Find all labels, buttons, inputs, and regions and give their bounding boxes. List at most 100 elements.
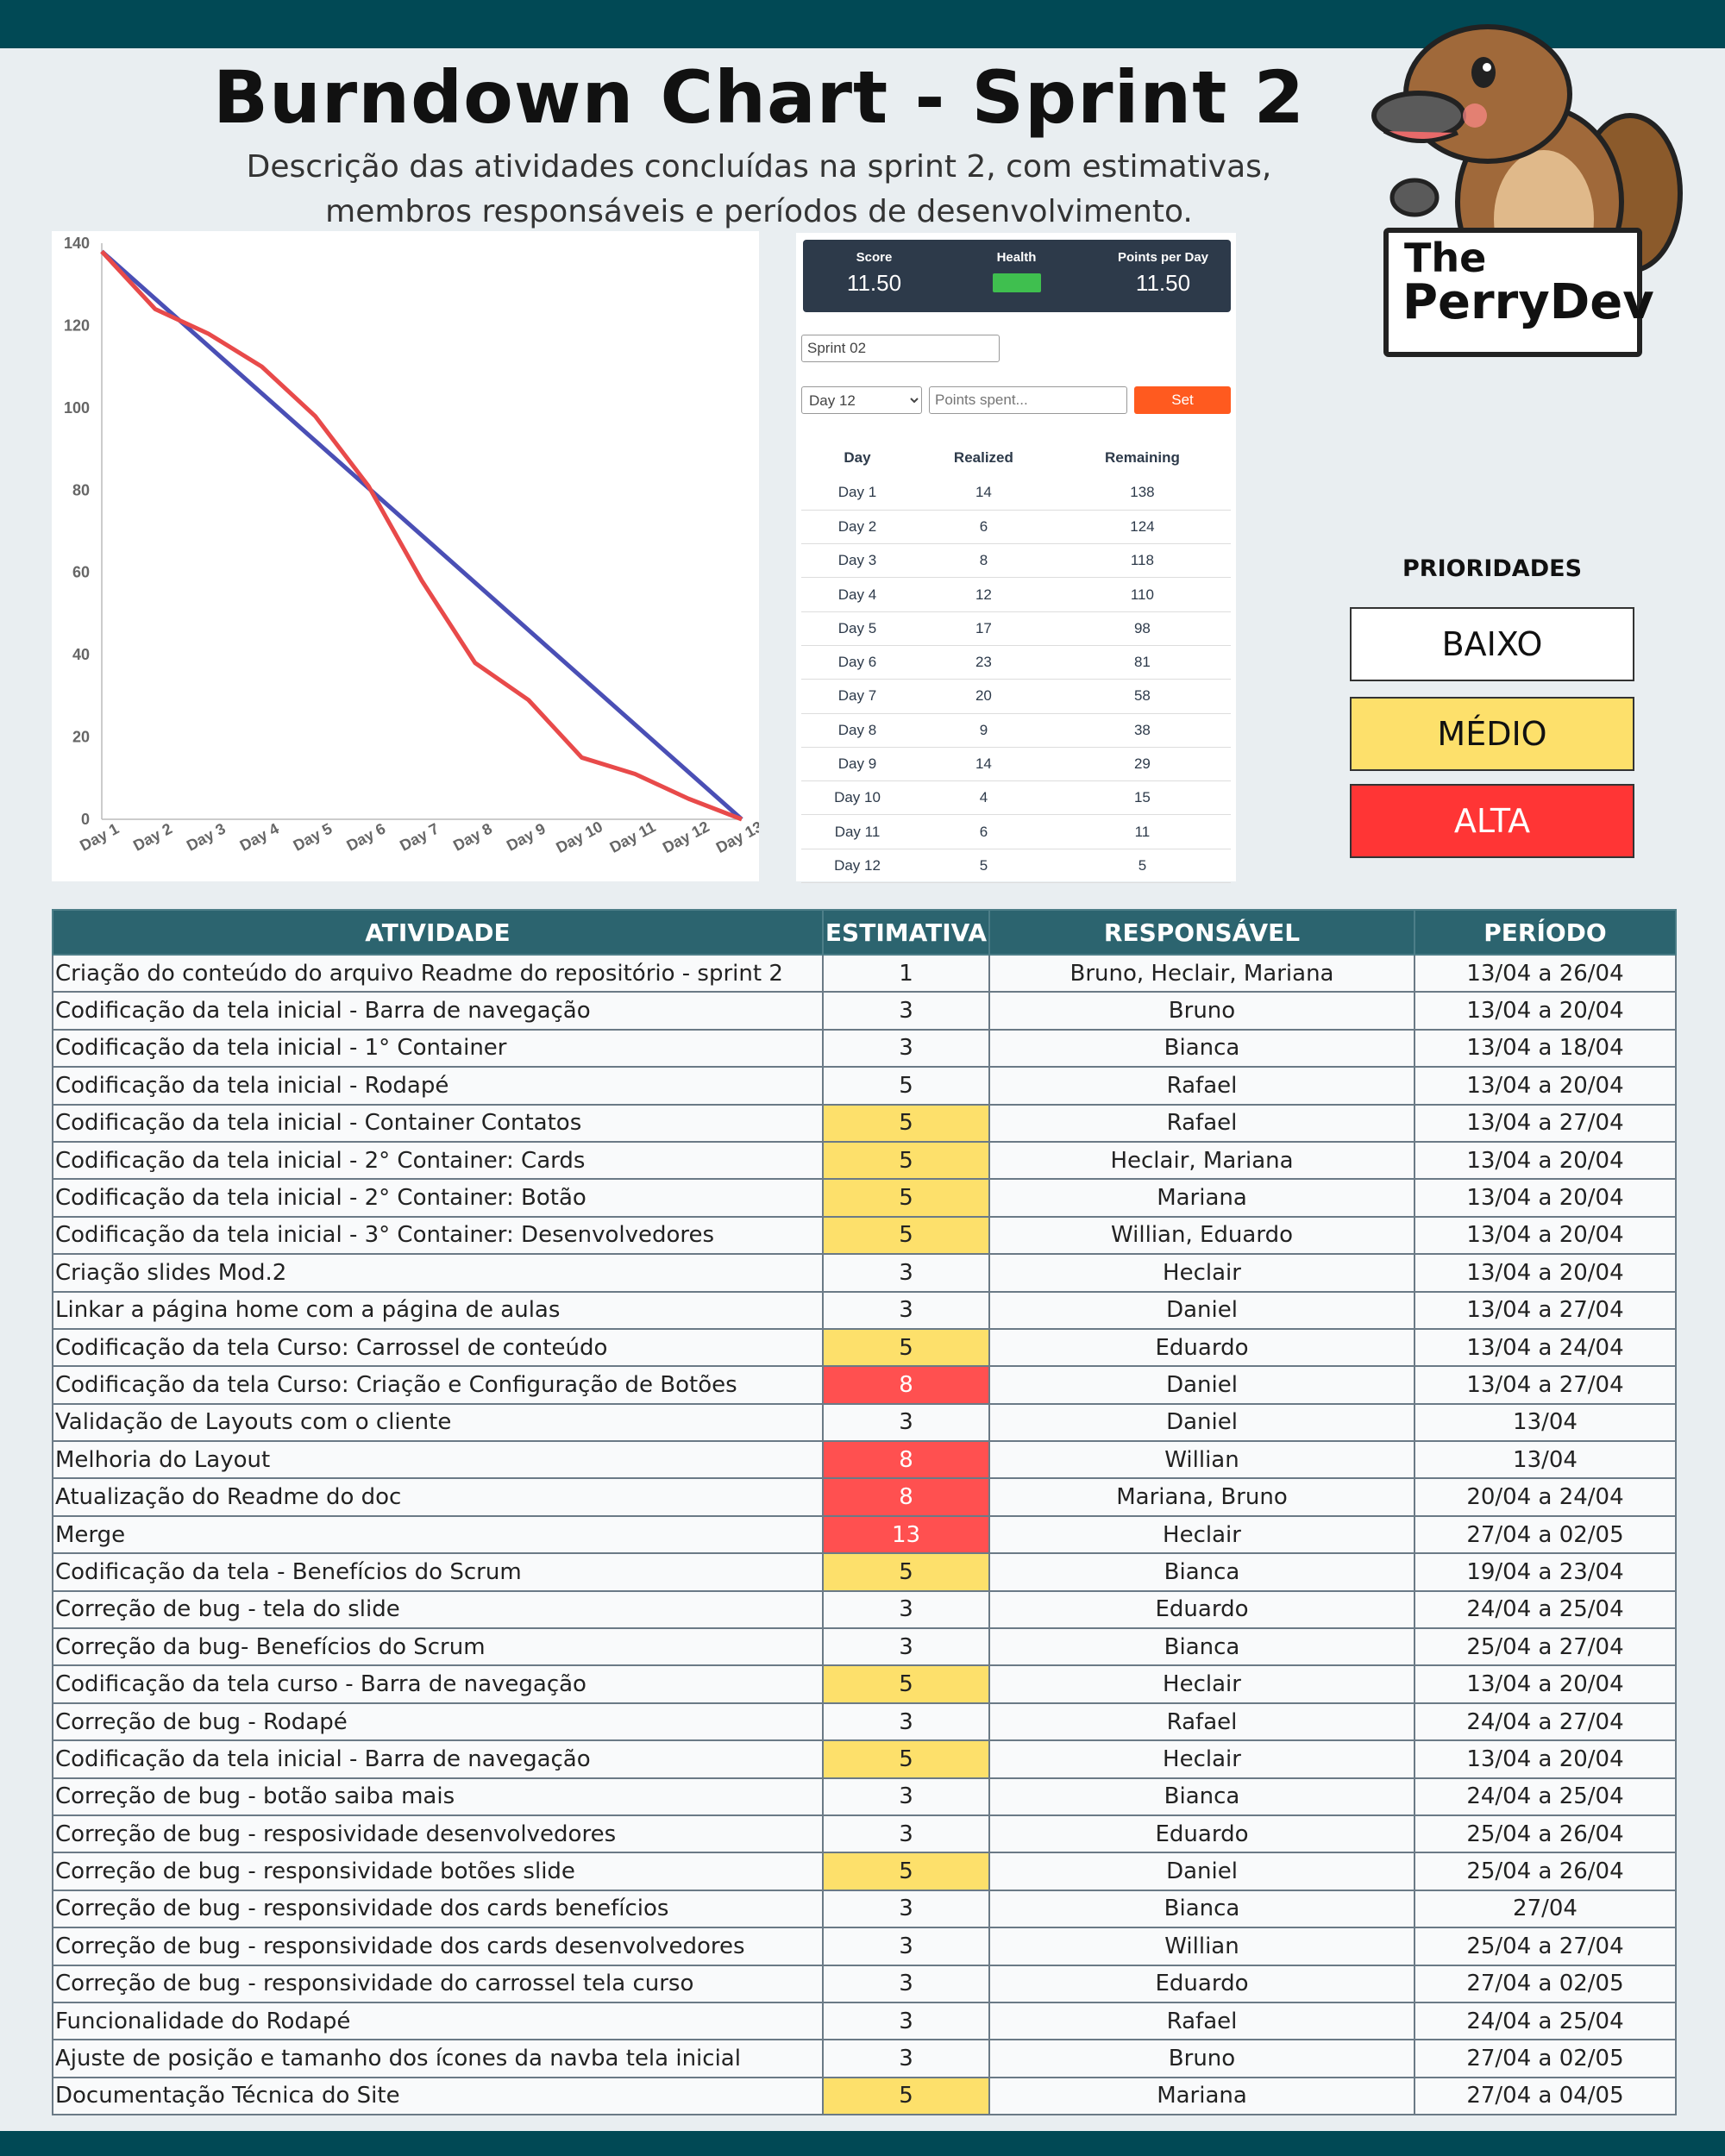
day-table-cell: 124	[1053, 510, 1231, 545]
y-tick-label: 20	[72, 729, 90, 746]
day-table-cell: Day 2	[801, 510, 913, 545]
sprint-name-input[interactable]	[801, 335, 1000, 362]
activity-estimate: 5	[822, 1852, 990, 1891]
activity-period: 13/04 a 24/04	[1414, 1327, 1677, 1368]
activity-owner: Daniel	[988, 1402, 1415, 1443]
day-table-cell: Day 7	[801, 679, 913, 714]
logo-text-the: The	[1404, 235, 1487, 281]
activity-name: Ajuste de posição e tamanho dos ícones d…	[52, 2039, 824, 2078]
activity-row: Validação de Layouts com o cliente 3 Danie…	[52, 1402, 1677, 1443]
activity-name: Codificação da tela inicial - 2° Contain…	[52, 1140, 824, 1181]
activity-estimate: 5	[822, 1178, 990, 1218]
day-table-cell: 9	[913, 713, 1054, 748]
day-table-cell: 11	[1053, 814, 1231, 849]
points-per-day-stat: Points per Day 11.50	[1105, 250, 1221, 297]
activity-period: 24/04 a 25/04	[1414, 1777, 1677, 1816]
activity-name: Correção de bug - responsividade do carr…	[52, 1964, 824, 2003]
activity-row: Codificação da tela inicial - Barra de n…	[52, 991, 1677, 1031]
activity-name: Criação do conteúdo do arquivo Readme do…	[52, 953, 824, 993]
score-stat: Score 11.50	[820, 250, 928, 297]
x-tick-label: Day 12	[660, 818, 712, 856]
activity-owner: Eduardo	[988, 1327, 1415, 1368]
activity-row: Correção da bug- Benefícios do Scrum 3 Bia…	[52, 1627, 1677, 1667]
x-tick-label: Day 4	[237, 820, 282, 855]
activity-period: 25/04 a 26/04	[1414, 1852, 1677, 1891]
day-table-header: Remaining	[1104, 449, 1180, 466]
activity-estimate: 3	[822, 1964, 990, 2003]
activity-name: Codificação da tela inicial - Barra de n…	[52, 991, 824, 1031]
day-table-cell: 14	[913, 476, 1054, 511]
activity-row: Correção de bug - tela do slide 3 Eduardo 2…	[52, 1589, 1677, 1630]
activity-period: 24/04 a 25/04	[1414, 1589, 1677, 1630]
activity-period: 13/04	[1414, 1440, 1677, 1480]
activity-estimate: 5	[822, 2076, 990, 2116]
activity-period: 13/04 a 20/04	[1414, 1739, 1677, 1779]
day-table-row: Day 2 6 124	[801, 510, 1231, 545]
day-table-cell: 58	[1053, 679, 1231, 714]
activity-name: Melhoria do Layout	[52, 1440, 824, 1480]
points-per-day-label: Points per Day	[1117, 250, 1209, 265]
activity-period: 24/04 a 25/04	[1414, 2001, 1677, 2041]
day-table-cell: 5	[913, 849, 1054, 884]
activity-estimate: 3	[822, 1702, 990, 1742]
activity-estimate: 3	[822, 1889, 990, 1929]
activity-name: Codificação da tela inicial - Container …	[52, 1103, 824, 1143]
y-tick-label: 100	[64, 399, 90, 417]
activity-period: 13/04 a 20/04	[1414, 1178, 1677, 1218]
activity-name: Merge	[52, 1514, 824, 1555]
page-title: Burndown Chart - Sprint 2	[212, 55, 1306, 140]
priority-low-badge: BAIXO	[1350, 607, 1634, 681]
day-table-row: Day 8 9 38	[801, 713, 1231, 748]
activity-owner: Bianca	[988, 1552, 1415, 1592]
activity-estimate: 5	[822, 1664, 990, 1704]
day-table-cell: 81	[1053, 645, 1231, 680]
activity-period: 27/04	[1414, 1889, 1677, 1929]
day-select[interactable]: Day 12	[801, 386, 922, 414]
health-indicator	[992, 273, 1041, 292]
activity-estimate: 8	[822, 1477, 990, 1517]
activity-owner: Heclair	[988, 1514, 1415, 1555]
activity-name: Codificação da tela inicial - Barra de n…	[52, 1739, 824, 1779]
points-spent-input[interactable]	[929, 386, 1127, 414]
activity-name: Correção de bug - responsividade botões …	[52, 1852, 824, 1891]
burndown-app-panel: Score 11.50 Health Points per Day 11.50 …	[796, 233, 1236, 884]
score-label: Score	[856, 250, 893, 265]
activities-table-header: ESTIMATIVA	[822, 909, 990, 956]
activity-owner: Eduardo	[988, 1964, 1415, 2003]
day-table-cell: Day 11	[801, 814, 913, 849]
day-table-cell: Day 9	[801, 747, 913, 782]
set-button[interactable]: Set	[1134, 386, 1231, 414]
activity-owner: Rafael	[988, 1066, 1415, 1106]
activity-period: 19/04 a 23/04	[1414, 1552, 1677, 1592]
activity-name: Criação slides Mod.2	[52, 1253, 824, 1293]
activity-owner: Rafael	[988, 1702, 1415, 1742]
activity-row: Codificação da tela inicial - Rodapé 5 Raf…	[52, 1066, 1677, 1106]
activity-owner: Heclair	[988, 1664, 1415, 1704]
activity-name: Validação de Layouts com o cliente	[52, 1402, 824, 1443]
activity-owner: Daniel	[988, 1365, 1415, 1405]
activities-table-header: RESPONSÁVEL	[988, 909, 1415, 956]
day-table-row: Day 5 17 98	[801, 611, 1231, 646]
activity-row: Codificação da tela inicial - 2° Contain…	[52, 1140, 1677, 1181]
day-table-cell: 15	[1053, 780, 1231, 816]
day-table-row: Day 10 4 15	[801, 780, 1231, 816]
activity-period: 27/04 a 02/05	[1414, 2039, 1677, 2078]
activity-row: Documentação Técnica do Site 5 Mariana 27/0…	[52, 2076, 1677, 2116]
activity-row: Correção de bug - responsividade dos car…	[52, 1889, 1677, 1929]
activity-owner: Eduardo	[988, 1814, 1415, 1854]
activity-row: Correção de bug - responsividade dos car…	[52, 1927, 1677, 1966]
activity-period: 25/04 a 27/04	[1414, 1927, 1677, 1966]
day-table-cell: Day 6	[801, 645, 913, 680]
activity-owner: Mariana	[988, 2076, 1415, 2116]
activity-name: Codificação da tela inicial - 3° Contain…	[52, 1215, 824, 1256]
x-tick-label: Day 6	[343, 820, 388, 855]
y-tick-label: 0	[81, 811, 90, 828]
activity-owner: Mariana	[988, 1178, 1415, 1218]
page-subtitle: Descrição das atividades concluídas na s…	[242, 145, 1276, 235]
activity-period: 25/04 a 26/04	[1414, 1814, 1677, 1854]
activity-owner: Bruno, Heclair, Mariana	[988, 953, 1415, 993]
day-table-row: Day 9 14 29	[801, 747, 1231, 782]
x-tick-label: Day 13	[713, 818, 759, 856]
day-table-cell: 29	[1053, 747, 1231, 782]
activity-period: 13/04 a 20/04	[1414, 1140, 1677, 1181]
